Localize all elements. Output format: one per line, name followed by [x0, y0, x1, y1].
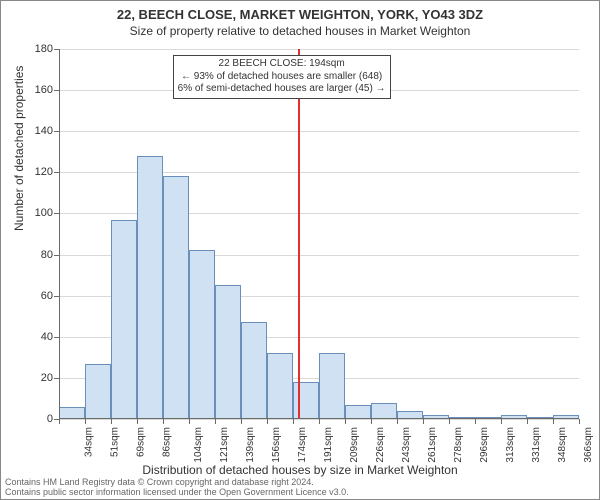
reference-marker-line — [298, 49, 300, 419]
histogram-bar — [215, 285, 241, 419]
ytick-label: 20 — [23, 372, 53, 384]
ytick-label: 160 — [23, 84, 53, 96]
xtick-mark — [371, 419, 372, 424]
xtick-mark — [345, 419, 346, 424]
xtick-label: 296sqm — [479, 427, 490, 463]
xtick-label: 313sqm — [505, 427, 516, 463]
xtick-mark — [475, 419, 476, 424]
histogram-bar — [111, 220, 137, 419]
xtick-mark — [397, 419, 398, 424]
xtick-mark — [449, 419, 450, 424]
x-axis-line — [59, 418, 579, 419]
xtick-mark — [215, 419, 216, 424]
xtick-mark — [501, 419, 502, 424]
xtick-label: 366sqm — [583, 427, 594, 463]
xtick-mark — [59, 419, 60, 424]
xtick-label: 331sqm — [531, 427, 542, 463]
xtick-label: 261sqm — [427, 427, 438, 463]
chart-title-sub: Size of property relative to detached ho… — [1, 24, 599, 38]
xtick-label: 191sqm — [323, 427, 334, 463]
gridline — [59, 131, 579, 132]
ytick-label: 180 — [23, 43, 53, 55]
xtick-label: 139sqm — [245, 427, 256, 463]
footer-line2: Contains public sector information licen… — [5, 487, 349, 497]
chart-title-main: 22, BEECH CLOSE, MARKET WEIGHTON, YORK, … — [1, 7, 599, 22]
xtick-mark — [111, 419, 112, 424]
xtick-mark — [163, 419, 164, 424]
xtick-label: 174sqm — [297, 427, 308, 463]
xtick-label: 69sqm — [136, 427, 147, 457]
xtick-label: 121sqm — [219, 427, 230, 463]
ytick-label: 60 — [23, 290, 53, 302]
ytick-label: 0 — [23, 413, 53, 425]
xtick-label: 156sqm — [271, 427, 282, 463]
annotation-line2: ← 93% of detached houses are smaller (64… — [181, 71, 382, 82]
xtick-label: 34sqm — [84, 427, 95, 457]
xtick-label: 104sqm — [193, 427, 204, 463]
histogram-bar — [267, 353, 293, 419]
xtick-mark — [293, 419, 294, 424]
xtick-label: 226sqm — [375, 427, 386, 463]
annotation-line1: 22 BEECH CLOSE: 194sqm — [219, 58, 345, 69]
xtick-mark — [137, 419, 138, 424]
y-axis-line — [59, 49, 60, 419]
footer-line1: Contains HM Land Registry data © Crown c… — [5, 477, 314, 487]
gridline — [59, 49, 579, 50]
xtick-label: 243sqm — [401, 427, 412, 463]
xtick-mark — [189, 419, 190, 424]
ytick-label: 40 — [23, 331, 53, 343]
histogram-bar — [371, 403, 397, 419]
xtick-mark — [319, 419, 320, 424]
ytick-label: 120 — [23, 166, 53, 178]
chart-container: 22, BEECH CLOSE, MARKET WEIGHTON, YORK, … — [0, 0, 600, 500]
ytick-label: 100 — [23, 207, 53, 219]
xtick-mark — [241, 419, 242, 424]
histogram-bar — [319, 353, 345, 419]
ytick-label: 140 — [23, 125, 53, 137]
footer-attribution: Contains HM Land Registry data © Crown c… — [5, 477, 597, 497]
xtick-mark — [527, 419, 528, 424]
xtick-label: 348sqm — [557, 427, 568, 463]
xtick-mark — [423, 419, 424, 424]
plot-area: 02040608010012014016018034sqm51sqm69sqm8… — [59, 49, 579, 419]
annotation-line3: 6% of semi-detached houses are larger (4… — [178, 83, 386, 94]
x-axis-label: Distribution of detached houses by size … — [1, 463, 599, 477]
histogram-bar — [189, 250, 215, 419]
ytick-label: 80 — [23, 249, 53, 261]
histogram-bar — [137, 156, 163, 419]
xtick-label: 86sqm — [162, 427, 173, 457]
histogram-bar — [345, 405, 371, 419]
histogram-bar — [85, 364, 111, 420]
xtick-label: 209sqm — [349, 427, 360, 463]
xtick-mark — [553, 419, 554, 424]
xtick-label: 278sqm — [453, 427, 464, 463]
xtick-mark — [579, 419, 580, 424]
xtick-label: 51sqm — [110, 427, 121, 457]
histogram-bar — [163, 176, 189, 419]
histogram-bar — [241, 322, 267, 419]
xtick-mark — [85, 419, 86, 424]
annotation-box: 22 BEECH CLOSE: 194sqm ← 93% of detached … — [173, 55, 391, 99]
xtick-mark — [267, 419, 268, 424]
